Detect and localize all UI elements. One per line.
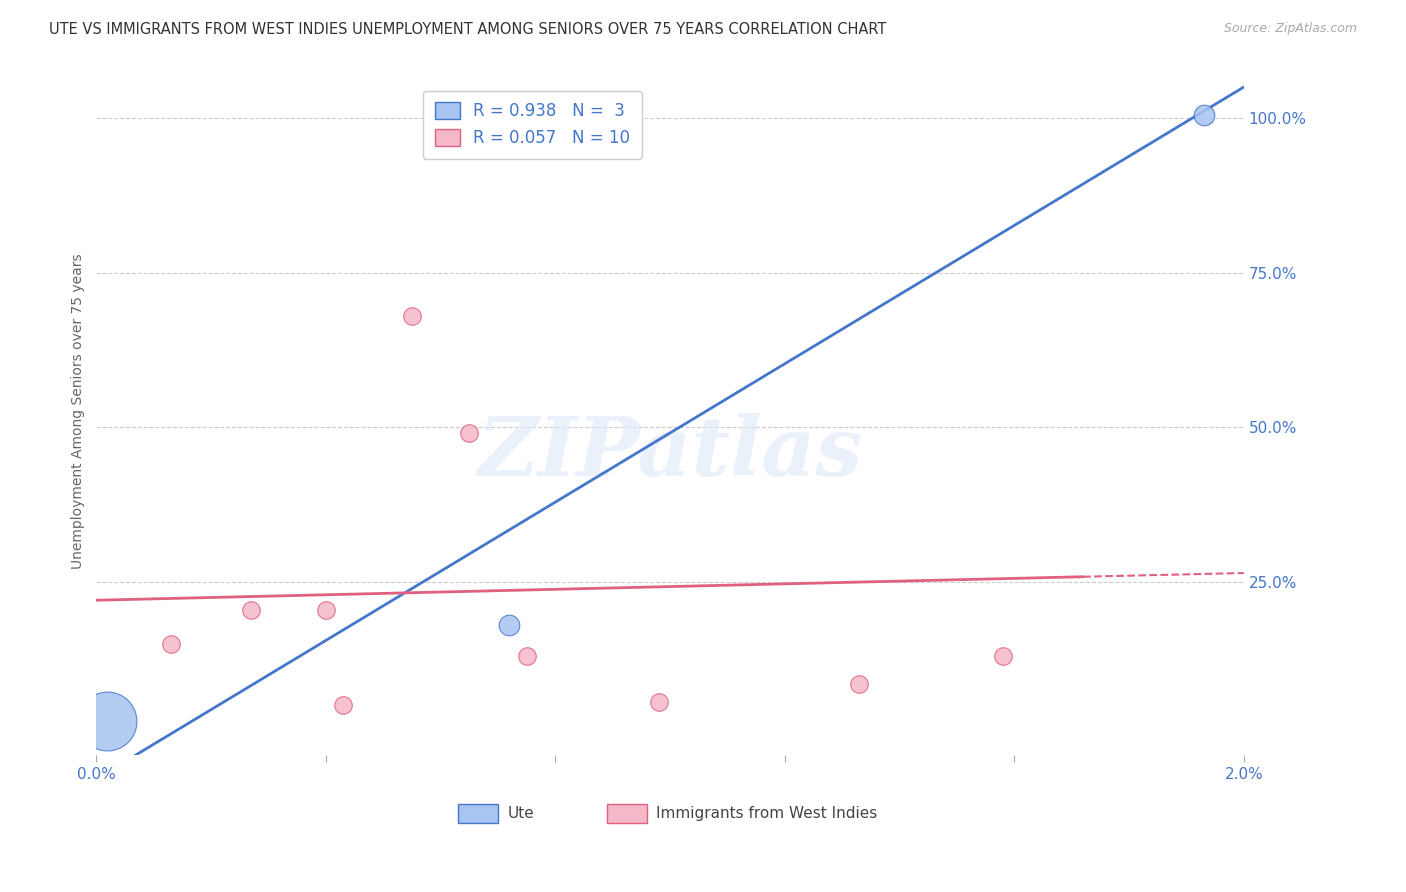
FancyBboxPatch shape xyxy=(458,805,498,823)
Point xyxy=(1192,108,1215,122)
Text: ZIPatlas: ZIPatlas xyxy=(477,413,863,493)
Point xyxy=(516,648,538,663)
Point xyxy=(315,602,337,616)
Point xyxy=(498,618,520,632)
Point xyxy=(160,636,183,650)
Legend: R = 0.938   N =  3, R = 0.057   N = 10: R = 0.938 N = 3, R = 0.057 N = 10 xyxy=(423,91,641,159)
Text: Immigrants from West Indies: Immigrants from West Indies xyxy=(657,806,877,822)
Text: Source: ZipAtlas.com: Source: ZipAtlas.com xyxy=(1223,22,1357,36)
Point xyxy=(332,698,354,713)
Point xyxy=(240,602,263,616)
Point xyxy=(647,695,669,709)
Text: UTE VS IMMIGRANTS FROM WEST INDIES UNEMPLOYMENT AMONG SENIORS OVER 75 YEARS CORR: UTE VS IMMIGRANTS FROM WEST INDIES UNEMP… xyxy=(49,22,887,37)
Point xyxy=(848,676,870,690)
Text: Ute: Ute xyxy=(508,806,534,822)
Y-axis label: Unemployment Among Seniors over 75 years: Unemployment Among Seniors over 75 years xyxy=(72,254,86,569)
Point xyxy=(991,648,1014,663)
Point xyxy=(458,426,481,441)
Point xyxy=(401,309,423,323)
FancyBboxPatch shape xyxy=(607,805,647,823)
Point xyxy=(96,714,118,728)
